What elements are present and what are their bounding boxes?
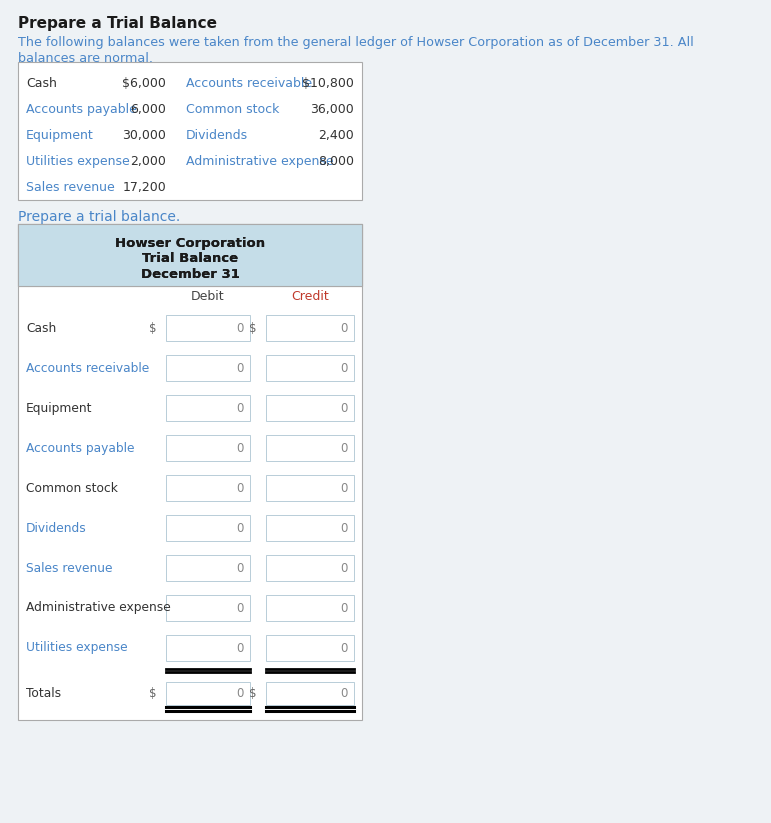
Text: 17,200: 17,200 [123,180,166,193]
Text: Administrative expense: Administrative expense [186,155,334,168]
Bar [266,475,354,501]
Text: 0: 0 [237,602,244,615]
Text: Cash: Cash [26,77,57,90]
Text: Equipment: Equipment [26,128,94,142]
Text: $10,800: $10,800 [302,77,354,90]
Text: 6,000: 6,000 [130,103,166,115]
Text: Dividends: Dividends [26,522,87,534]
Bar [166,682,250,705]
Text: Trial Balance: Trial Balance [142,252,238,265]
Text: balances are normal.: balances are normal. [18,52,153,65]
Text: Accounts receivable: Accounts receivable [186,77,312,90]
Text: December 31: December 31 [140,268,240,281]
Bar [266,395,354,421]
Text: 0: 0 [237,561,244,574]
Text: 0: 0 [237,522,244,534]
Text: Equipment: Equipment [26,402,93,415]
Bar [18,62,362,200]
Text: Accounts payable: Accounts payable [26,441,134,454]
Bar [266,635,354,661]
Text: 8,000: 8,000 [318,155,354,168]
Bar [266,435,354,461]
Text: Prepare a trial balance.: Prepare a trial balance. [18,210,180,224]
Text: Cash: Cash [26,322,56,334]
Bar [266,315,354,341]
Text: 0: 0 [341,441,348,454]
Text: 0: 0 [341,522,348,534]
Bar [166,315,250,341]
Text: 0: 0 [341,602,348,615]
Text: 0: 0 [237,687,244,700]
Text: Accounts payable: Accounts payable [26,103,137,115]
Text: 36,000: 36,000 [310,103,354,115]
Text: December 31: December 31 [140,268,240,281]
Text: 0: 0 [341,322,348,334]
Bar [166,475,250,501]
Text: 0: 0 [341,641,348,654]
Text: 0: 0 [237,481,244,495]
Text: 0: 0 [237,361,244,374]
Text: $6,000: $6,000 [122,77,166,90]
Text: 0: 0 [341,361,348,374]
Text: Administrative expense: Administrative expense [26,602,170,615]
Text: 0: 0 [237,322,244,334]
Text: Sales revenue: Sales revenue [26,180,115,193]
Bar [166,355,250,381]
Text: $: $ [149,322,156,334]
Bar [18,224,362,720]
Text: 0: 0 [237,641,244,654]
Text: $: $ [248,687,256,700]
Bar [166,435,250,461]
Text: The following balances were taken from the general ledger of Howser Corporation : The following balances were taken from t… [18,36,694,49]
Text: Debit: Debit [191,290,225,303]
Text: Accounts receivable: Accounts receivable [26,361,150,374]
Text: Utilities expense: Utilities expense [26,155,130,168]
Text: Common stock: Common stock [186,103,279,115]
Bar [166,555,250,581]
Bar [266,355,354,381]
Bar [266,595,354,621]
Text: Utilities expense: Utilities expense [26,641,128,654]
Text: Howser Corporation: Howser Corporation [115,237,265,250]
Text: Credit: Credit [291,290,329,303]
Text: Prepare a Trial Balance: Prepare a Trial Balance [18,16,217,31]
Text: Dividends: Dividends [186,128,248,142]
Text: 0: 0 [341,481,348,495]
Bar [166,595,250,621]
Text: 0: 0 [237,441,244,454]
Text: Common stock: Common stock [26,481,118,495]
Text: $: $ [149,687,156,700]
Text: 2,400: 2,400 [318,128,354,142]
Text: 0: 0 [341,687,348,700]
Text: Totals: Totals [26,687,61,700]
Text: 0: 0 [237,402,244,415]
Bar [166,635,250,661]
Bar [166,515,250,541]
Text: $: $ [248,322,256,334]
Text: 30,000: 30,000 [122,128,166,142]
Text: Howser Corporation: Howser Corporation [115,237,265,250]
Text: 0: 0 [341,561,348,574]
Bar [18,224,362,286]
Bar [266,682,354,705]
Text: 0: 0 [341,402,348,415]
Text: Sales revenue: Sales revenue [26,561,113,574]
Text: Trial Balance: Trial Balance [142,252,238,265]
Bar [266,555,354,581]
Bar [166,395,250,421]
Text: 2,000: 2,000 [130,155,166,168]
Bar [18,224,362,286]
Bar [266,515,354,541]
